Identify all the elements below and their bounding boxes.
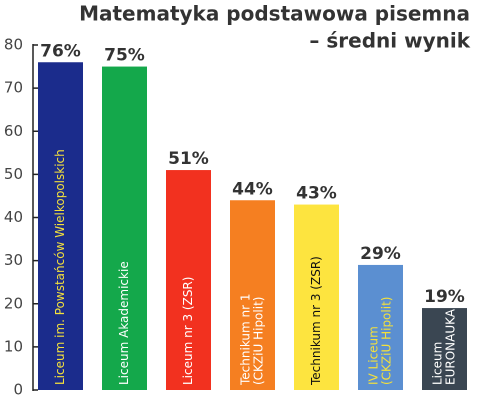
category-label: Liceum nr 3 (ZSR) (181, 277, 195, 385)
y-tick-label: 0 (13, 381, 23, 399)
value-label: 29% (360, 244, 401, 264)
category-label: Technikum nr 1 (239, 294, 253, 387)
y-tick-label: 60 (4, 122, 23, 140)
y-tick-label: 10 (4, 337, 23, 355)
value-label: 19% (424, 287, 465, 307)
category-label: Technikum nr 3 (ZSR) (309, 256, 323, 386)
bar (422, 308, 467, 390)
y-tick-label: 70 (4, 79, 23, 97)
category-label: Liceum im. Powstańców Wielkopolskich (53, 149, 67, 385)
value-label: 76% (40, 41, 81, 61)
value-label: 51% (168, 149, 209, 169)
bar (38, 62, 83, 390)
chart-title: Matematyka podstawowa pisemna (79, 2, 470, 26)
value-label: 43% (296, 184, 337, 204)
category-label: (CKZiU Hipolit) (252, 297, 266, 385)
value-label: 75% (104, 46, 145, 66)
category-label: Liceum (431, 342, 445, 385)
category-label: Liceum Akademickie (117, 261, 131, 385)
category-label: EURONAUKA (444, 308, 458, 385)
bar (358, 264, 403, 390)
y-tick-label: 80 (4, 36, 23, 54)
chart-title: – średni wynik (309, 29, 470, 53)
bar (230, 200, 275, 390)
category-label: (CKZiU Hipolit) (380, 297, 394, 385)
bar (102, 66, 147, 390)
y-tick-label: 40 (4, 208, 23, 226)
value-label: 44% (232, 179, 273, 199)
bar (294, 204, 339, 390)
y-tick-label: 20 (4, 294, 23, 312)
category-label: IV Liceum (367, 326, 381, 385)
y-tick-label: 50 (4, 165, 23, 183)
y-tick-label: 30 (4, 251, 23, 269)
bar (166, 170, 211, 390)
